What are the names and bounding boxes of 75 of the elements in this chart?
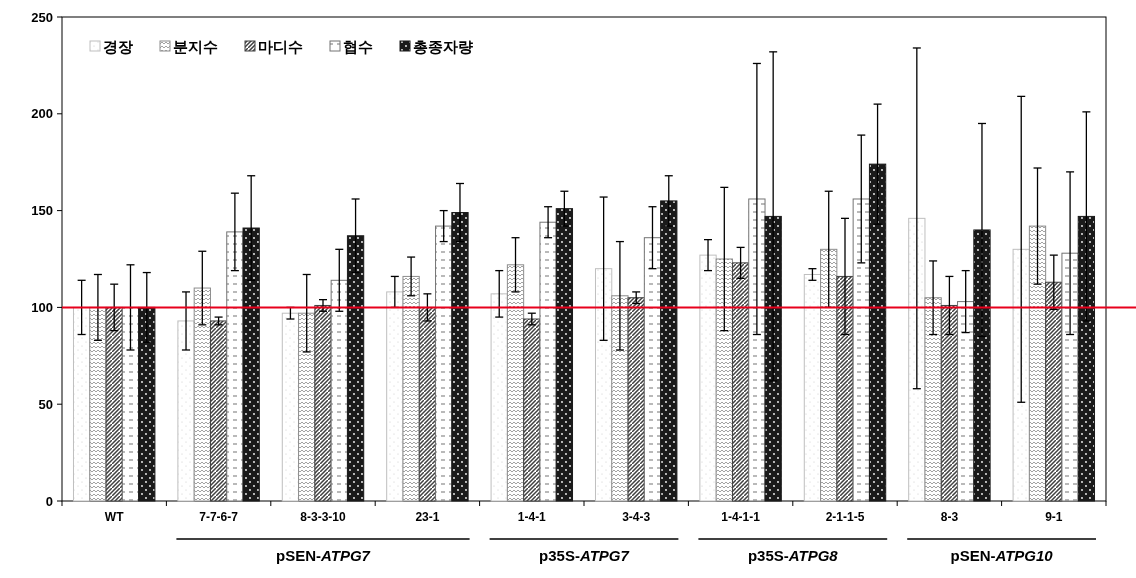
bar [209,320,228,502]
bar [803,273,822,502]
bar [820,248,838,502]
bar [852,198,870,502]
bar [764,215,782,502]
bar [281,312,300,502]
bar [105,306,123,502]
bar [330,279,348,502]
bar [451,212,469,502]
text: pSEN-ATPG7 [276,547,371,564]
bar [193,287,211,502]
bar [402,275,420,502]
bar [314,304,332,502]
x-tick-label: 9-1 [1045,510,1063,524]
x-tick-label: 8-3-3-10 [300,510,346,524]
bar [177,320,195,502]
x-tick-label: 1-4-1-1 [721,510,761,524]
x-tick-label: WT [104,510,125,524]
bar [1028,225,1047,502]
text: pSEN-ATPG10 [950,547,1054,564]
x-tick-label: 23-1 [415,510,440,524]
x-tick-label: 3-4-3 [622,510,651,524]
legend-label: 분지수 [173,38,218,57]
bar [72,306,91,502]
y-tick-label: 250 [31,9,53,25]
bar [715,258,733,502]
bar [523,318,541,502]
bar [435,225,453,502]
bar [1061,252,1079,502]
y-tick-label: 100 [31,299,53,315]
bar [121,306,140,502]
y-tick-label: 150 [31,203,53,219]
legend-label: 협수 [343,38,373,57]
bar [1012,248,1030,502]
bar [748,198,766,502]
bar [1077,215,1096,502]
bar [627,297,645,502]
bar [699,254,717,502]
bar [386,291,404,502]
x-tick-label: 8-3 [940,510,959,524]
bar [346,235,365,502]
text: p35S-ATPG8 [747,547,839,564]
x-tick-label: 7-7-6-7 [199,510,239,524]
bar [555,208,574,502]
y-tick-label: 50 [38,396,53,412]
bar [1045,281,1063,502]
bar [643,237,662,502]
x-tick-label: 2-1-1-5 [825,510,865,524]
bar [138,306,156,502]
bar [242,227,260,502]
bar [506,264,525,502]
bar [298,312,316,502]
bar [660,200,678,502]
bar [89,306,107,502]
bar [940,304,959,502]
legend-label: 총종자량 [413,38,473,57]
x-tick-label: 1-4-1 [517,510,547,524]
bar [836,275,854,502]
y-tick-label: 0 [45,493,53,509]
bar [490,293,508,502]
legend-label: 마디수 [258,38,303,57]
bar [957,301,975,502]
bar [594,268,613,502]
bar [924,297,942,502]
bar [973,229,991,502]
y-tick-label: 200 [31,106,53,122]
legend-label: 경장 [103,38,133,57]
text: p35S-ATPG7 [539,547,630,564]
bar [418,306,437,502]
bar [868,163,887,502]
bar [731,262,750,502]
bar [226,231,244,502]
bar [611,295,629,502]
bar [908,217,926,502]
bar [539,221,557,502]
